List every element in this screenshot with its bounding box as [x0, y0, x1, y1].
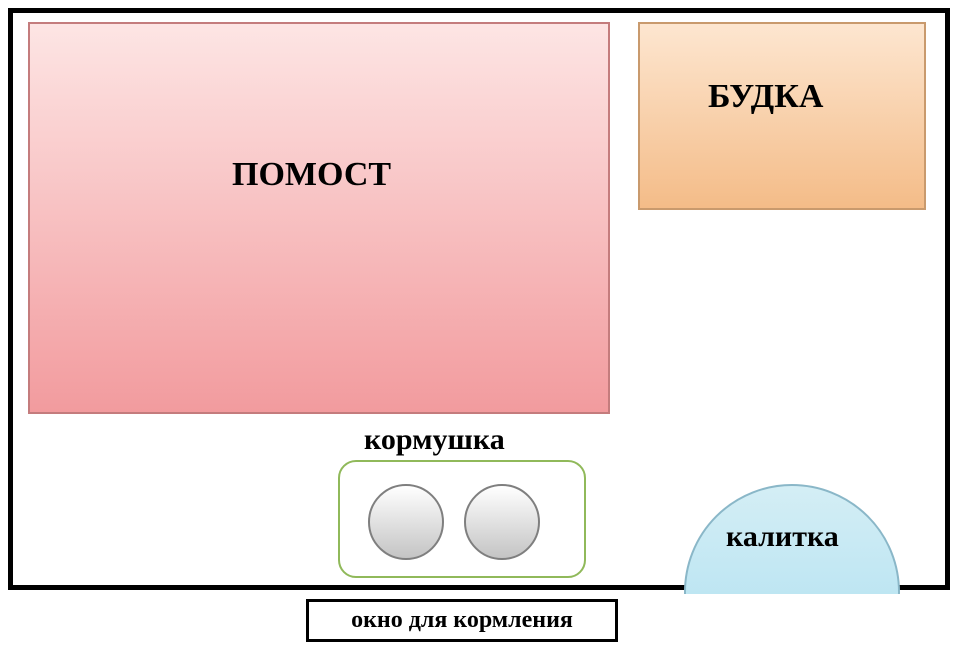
platform-label: ПОМОСТ — [232, 156, 391, 194]
kennel-box — [638, 22, 926, 210]
feeding-window-box: окно для кормления — [306, 599, 618, 642]
gate-label: калитка — [726, 520, 839, 554]
feeder-bowl — [368, 484, 444, 560]
feeding-window-label: окно для кормления — [351, 607, 573, 634]
diagram-canvas: ПОМОСТ БУДКА кормушка калитка окно для к… — [0, 0, 958, 654]
feeder-bowl — [464, 484, 540, 560]
feeder-label: кормушка — [364, 423, 505, 457]
kennel-label: БУДКА — [708, 78, 823, 116]
platform-box — [28, 22, 610, 414]
